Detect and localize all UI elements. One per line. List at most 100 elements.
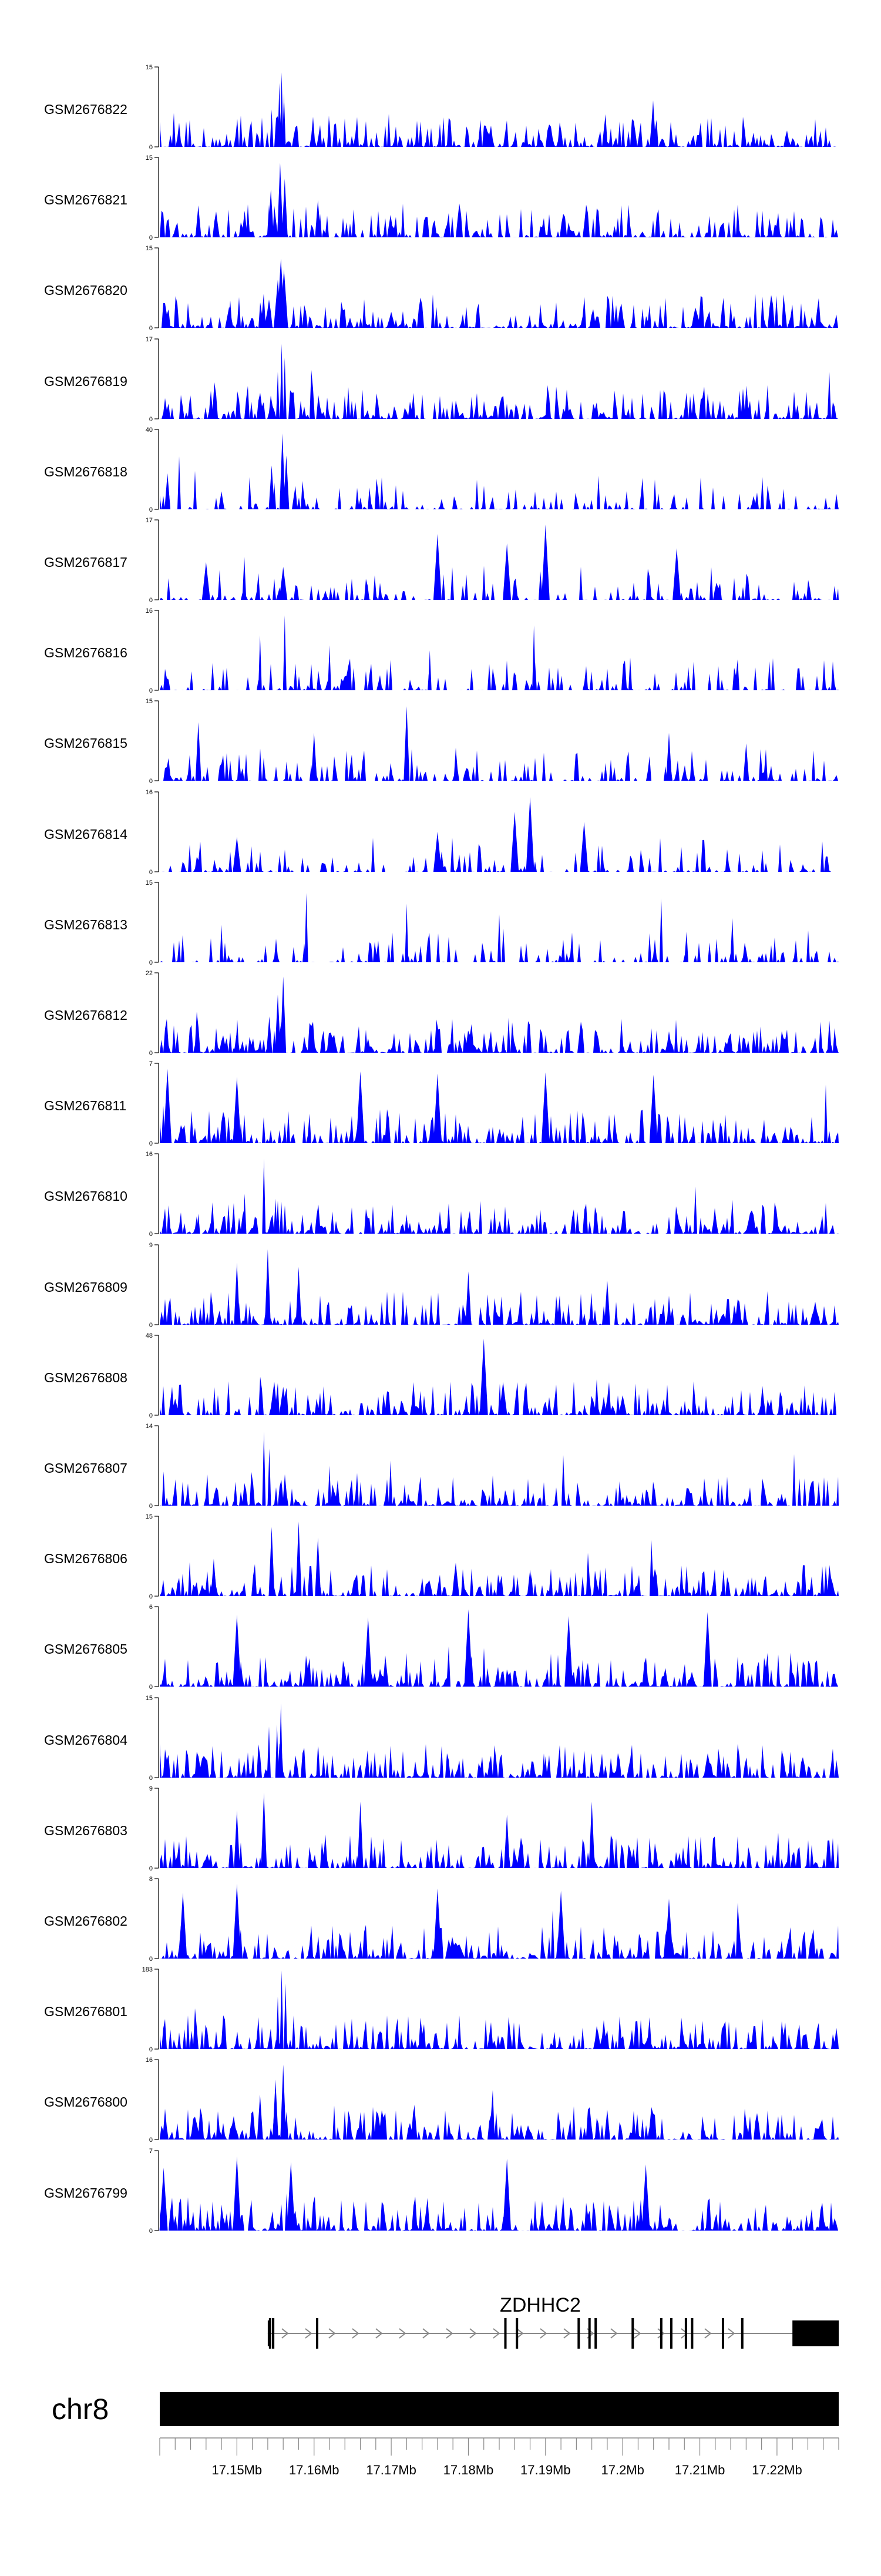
signal-peak [274, 995, 281, 1053]
track-label: GSM2676810 [44, 1188, 127, 1204]
genome-axis-tick-label: 17.17Mb [366, 2463, 416, 2477]
coverage-area [160, 1726, 839, 1778]
signal-peak [504, 1815, 510, 1868]
signal-peak [196, 1214, 200, 1234]
signal-peak [295, 1522, 302, 1597]
signal-peak [464, 1609, 473, 1687]
y-max-label: 9 [149, 1242, 153, 1249]
signal-peak [433, 831, 442, 872]
y-min-label: 0 [149, 234, 153, 241]
strand-arrow [728, 2328, 735, 2339]
signal-peak [195, 722, 201, 781]
signal-peak [261, 1792, 267, 1868]
coverage-area [160, 370, 839, 419]
signal-peak [364, 1617, 372, 1687]
signal-peak [659, 898, 663, 962]
y-max-label: 8 [149, 1876, 153, 1883]
strand-arrow [704, 2328, 712, 2339]
track-GSM2676809: GSM2676809 9 0 [44, 1242, 839, 1329]
signal-peak [604, 1279, 610, 1325]
signal-peak [233, 1614, 241, 1687]
y-min-label: 0 [149, 1956, 153, 1963]
signal-peak [262, 1158, 266, 1234]
signal-peak [433, 534, 442, 600]
signal-peak [316, 399, 320, 419]
strand-arrow [305, 2328, 312, 2339]
signal-peak [503, 543, 512, 600]
y-min-label: 0 [149, 1322, 153, 1329]
signal-peak [179, 1892, 187, 1959]
coverage-area [160, 837, 839, 872]
genome-axis-tick-label: 17.21Mb [675, 2463, 725, 2477]
track-GSM2676820: GSM2676820 15 0 [44, 245, 839, 332]
exon-start-block [267, 2320, 271, 2346]
genome-axis-tick-label: 17.19Mb [520, 2463, 571, 2477]
strand-arrow [375, 2328, 383, 2339]
y-max-label: 17 [146, 336, 153, 343]
strand-arrow [540, 2328, 547, 2339]
signal-peak [275, 1724, 279, 1778]
coverage-area [160, 1646, 839, 1687]
signal-peak [672, 548, 681, 600]
y-max-label: 15 [146, 1513, 153, 1520]
track-label: GSM2676811 [44, 1098, 126, 1113]
exon-mark [315, 2318, 318, 2349]
signal-peak [703, 1612, 712, 1687]
track-GSM2676805: GSM2676805 6 0 [44, 1604, 839, 1691]
strand-arrow [681, 2328, 688, 2339]
signal-peak [280, 2064, 287, 2140]
track-label: GSM2676804 [44, 1732, 127, 1748]
y-max-label: 15 [146, 155, 153, 162]
signal-peak [411, 2104, 418, 2140]
y-min-label: 0 [149, 2137, 153, 2144]
signal-peak [274, 1198, 278, 1234]
track-GSM2676803: GSM2676803 9 0 [44, 1785, 839, 1872]
signal-peak [295, 1267, 302, 1325]
genome-axis-tick-label: 17.16Mb [289, 2463, 339, 2477]
signal-peak [243, 1194, 247, 1234]
signal-peak [503, 2158, 512, 2231]
signal-peak [241, 210, 248, 238]
y-min-label: 0 [149, 959, 153, 966]
signal-peak [264, 1249, 271, 1325]
track-GSM2676816: GSM2676816 16 0 [44, 607, 839, 694]
track-GSM2676819: GSM2676819 17 0 [44, 336, 839, 423]
signal-peak [233, 1883, 241, 1959]
signal-peak [262, 1431, 266, 1506]
gene-annotation-area: ZDHHC2 chr8 17.15Mb 17.16Mb 17.17Mb 17.18Mb 17… [0, 2268, 881, 2573]
track-label: GSM2676801 [44, 2004, 127, 2019]
exon-mark [272, 2318, 275, 2349]
track-label: GSM2676819 [44, 374, 127, 389]
signal-peak [315, 1537, 321, 1597]
signal-peak [283, 357, 287, 419]
signal-peak [743, 743, 749, 781]
y-max-label: 15 [146, 64, 153, 71]
signal-peak [267, 1448, 271, 1506]
strand-arrow [469, 2328, 477, 2339]
track-GSM2676822: GSM2676822 15 0 [44, 64, 839, 151]
y-max-label: 16 [146, 789, 153, 796]
track-label: GSM2676815 [44, 735, 127, 751]
y-max-label: 48 [146, 1332, 153, 1339]
signal-peak [649, 1074, 658, 1144]
signal-peak [280, 1970, 284, 2050]
exon-mark [660, 2318, 663, 2349]
coverage-area [160, 748, 839, 781]
strand-arrow [493, 2328, 500, 2339]
signal-peak [604, 2110, 610, 2140]
exon-utr-block [792, 2320, 839, 2346]
strand-arrow [634, 2328, 641, 2339]
signal-peak [589, 1801, 595, 1868]
signal-peak [279, 567, 288, 600]
y-min-label: 0 [149, 687, 153, 694]
track-GSM2676806: GSM2676806 15 0 [44, 1513, 839, 1600]
coverage-area [160, 1903, 839, 1959]
coverage-area [160, 294, 839, 328]
track-GSM2676817: GSM2676817 17 0 [44, 517, 839, 604]
signal-peak [541, 525, 550, 600]
y-min-label: 0 [149, 1503, 153, 1510]
strand-arrow [422, 2328, 430, 2339]
strand-arrow [399, 2328, 406, 2339]
signal-peak [316, 1745, 320, 1778]
track-GSM2676801: GSM2676801 183 0 [44, 1966, 839, 2053]
